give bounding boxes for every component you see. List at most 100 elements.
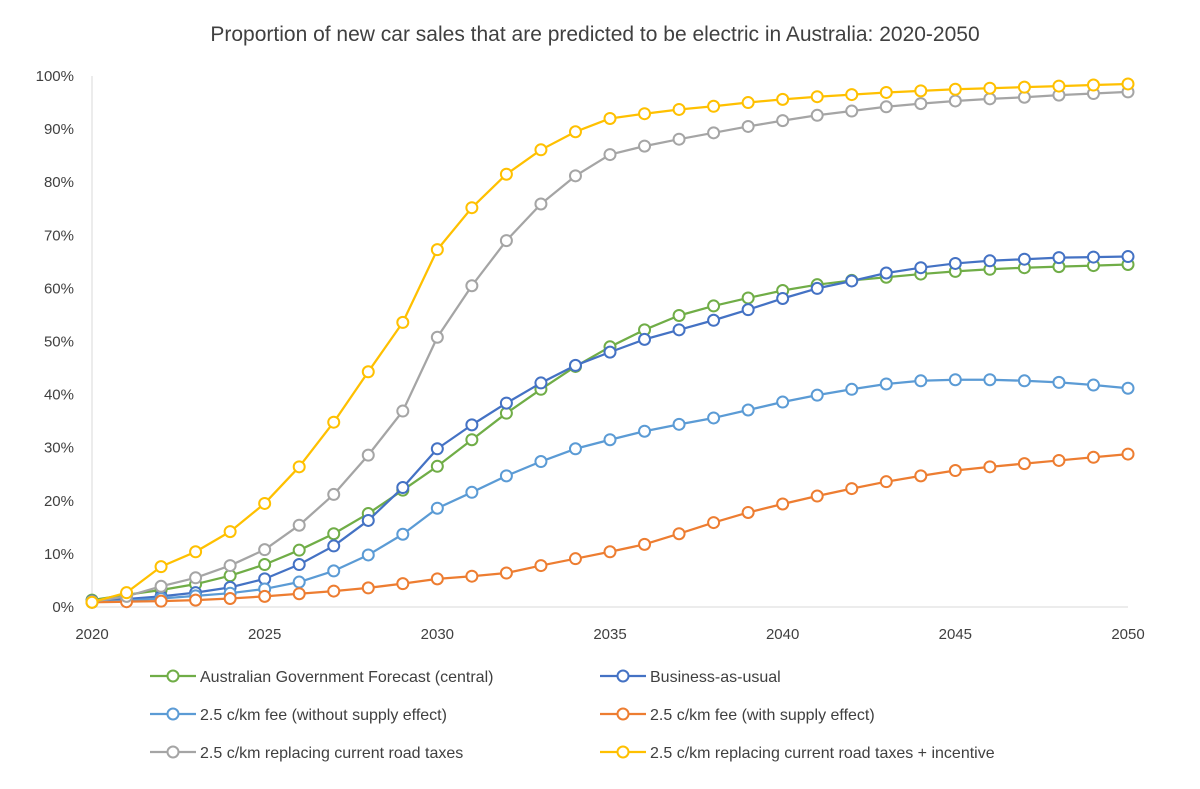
data-point [292,575,306,589]
series-5 [85,85,1135,609]
data-point [154,560,168,574]
data-point [430,330,444,344]
legend: Australian Government Forecast (central)… [150,669,995,762]
legend-swatch-marker [616,669,630,683]
data-point [396,404,410,418]
data-point [292,518,306,532]
data-point [85,595,99,609]
data-point [568,442,582,456]
data-point [810,388,824,402]
data-point [1086,450,1100,464]
data-point [879,85,893,99]
data-point [292,558,306,572]
data-point [1052,251,1066,265]
data-point [948,373,962,387]
legend-label: 2.5 c/km replacing current road taxes [200,745,463,762]
data-point [396,481,410,495]
data-point [741,96,755,110]
series-6 [85,77,1135,609]
data-point [361,513,375,527]
data-point [845,104,859,118]
data-point [983,373,997,387]
legend-label: 2.5 c/km replacing current road taxes + … [650,745,995,762]
data-point [327,539,341,553]
data-point [707,516,721,530]
y-tick-label: 50% [44,334,74,351]
data-point [1121,77,1135,91]
data-point [327,564,341,578]
data-point [430,572,444,586]
data-point [465,485,479,499]
legend-item: Australian Government Forecast (central) [150,669,493,686]
data-point [1121,381,1135,395]
data-point [603,148,617,162]
data-point [534,559,548,573]
data-point [741,505,755,519]
data-point [879,266,893,280]
data-point [810,281,824,295]
data-point [396,527,410,541]
data-point [568,169,582,183]
series-3 [85,373,1135,609]
data-point [327,415,341,429]
data-point [603,345,617,359]
data-point [638,424,652,438]
data-point [327,487,341,501]
data-point [1086,78,1100,92]
legend-item: 2.5 c/km fee (with supply effect) [600,707,875,724]
data-point [707,99,721,113]
series-layer [85,77,1135,609]
data-point [603,111,617,125]
y-tick-label: 20% [44,493,74,510]
data-point [189,571,203,585]
legend-label: 2.5 c/km fee (with supply effect) [650,707,875,724]
data-point [189,593,203,607]
data-point [638,139,652,153]
data-point [499,566,513,580]
data-point [361,581,375,595]
series-line [91,452,1129,604]
legend-swatch-marker [616,745,630,759]
data-point [1052,453,1066,467]
series-line [91,378,1129,604]
data-point [120,586,134,600]
legend-item: 2.5 c/km replacing current road taxes + … [600,745,995,762]
x-tick-label: 2020 [75,626,108,643]
data-point [327,527,341,541]
data-point [396,315,410,329]
data-point [914,469,928,483]
data-point [879,377,893,391]
data-point [672,323,686,337]
data-point [568,552,582,566]
data-point [430,501,444,515]
y-tick-label: 80% [44,174,74,191]
data-point [292,587,306,601]
data-point [430,459,444,473]
legend-label: Business-as-usual [650,669,781,686]
series-4 [85,447,1135,609]
data-point [914,97,928,111]
data-point [534,455,548,469]
data-point [223,592,237,606]
data-point [948,256,962,270]
data-point [534,197,548,211]
data-point [741,119,755,133]
data-point [983,81,997,95]
data-point [810,489,824,503]
legend-item: 2.5 c/km replacing current road taxes [150,745,463,762]
data-point [258,543,272,557]
chart-title: Proportion of new car sales that are pre… [210,23,979,46]
data-point [672,527,686,541]
data-point [223,525,237,539]
data-point [1121,447,1135,461]
data-point [1086,250,1100,264]
data-point [499,234,513,248]
data-point [672,132,686,146]
y-tick-label: 70% [44,227,74,244]
data-point [1052,375,1066,389]
data-point [258,558,272,572]
y-tick-label: 30% [44,440,74,457]
data-point [638,107,652,121]
data-point [810,90,824,104]
data-point [638,537,652,551]
